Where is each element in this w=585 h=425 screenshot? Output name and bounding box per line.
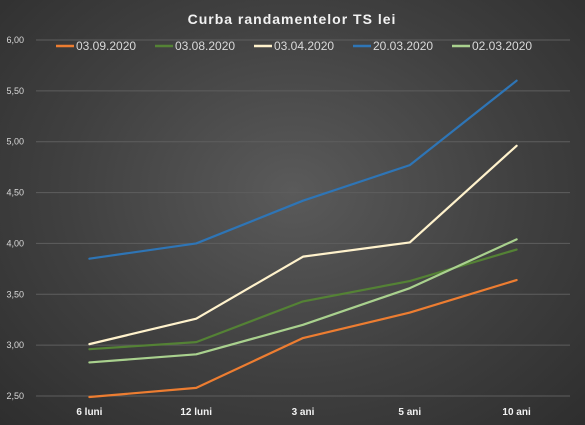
chart-title: Curba randamentelor TS lei [188,11,397,27]
y-tick-label: 3,50 [6,289,24,299]
x-tick-label: 5 ani [398,407,421,418]
y-tick-label: 2,50 [6,391,24,401]
series-line-03.08.2020 [88,248,518,351]
series-line-20.03.2020 [88,79,518,260]
series-line-02.03.2020 [88,238,518,364]
legend-label: 02.03.2020 [472,39,532,53]
legend-label: 03.09.2020 [76,39,136,53]
series-line-03.04.2020 [88,144,518,346]
y-tick-label: 3,00 [6,340,24,350]
chart-legend: 03.09.2020 03.08.2020 03.04.2020 20.03.2020… [56,39,532,53]
legend-label: 03.08.2020 [175,39,235,53]
x-tick-label: 3 ani [292,407,315,418]
series-line-03.09.2020 [88,278,518,399]
legend-label: 20.03.2020 [373,39,433,53]
gridlines [36,39,570,397]
y-tick-label: 5,50 [6,86,24,96]
y-axis: 2,50 3,00 3,50 4,00 4,50 5,00 5,50 6,00 [6,35,24,401]
x-tick-label: 10 ani [502,407,531,418]
y-tick-label: 6,00 [6,35,24,45]
plot-area [88,79,518,399]
y-tick-label: 4,50 [6,188,24,198]
x-tick-label: 6 luni [76,407,102,418]
legend-label: 03.04.2020 [274,39,334,53]
y-tick-label: 5,00 [6,137,24,147]
x-tick-label: 12 luni [180,407,212,418]
y-tick-label: 4,00 [6,238,24,248]
x-axis: 6 luni 12 luni 3 ani 5 ani 10 ani [76,407,531,418]
